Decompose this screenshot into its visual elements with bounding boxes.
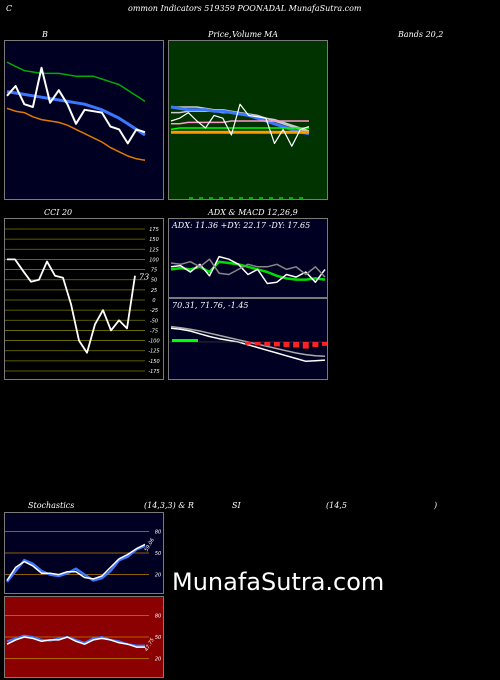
macd-hist-bar	[254, 342, 261, 346]
page-title: ommon Indicators 519359 POONADAL MunafaS…	[128, 4, 362, 13]
label-adx-macd: ADX & MACD 12,26,9	[208, 208, 298, 217]
volume-bar	[229, 197, 233, 199]
stochastics-panel: 80 50 20 59.06	[4, 512, 164, 594]
macd-hist-bar	[322, 342, 327, 346]
cci-tick-label: 150	[149, 237, 159, 243]
cci-tick-label: -175	[148, 369, 159, 375]
stochastics-k-line	[6, 544, 146, 583]
label-price: Price,	[208, 30, 232, 39]
label-bands: Bands 20,2	[398, 30, 444, 39]
price_ma-ma_pink-line	[171, 120, 309, 125]
label-cci: CCI 20	[44, 208, 73, 217]
price_ma-price-line	[170, 103, 310, 147]
volume-bar	[259, 197, 263, 199]
bollinger-panel	[4, 40, 164, 200]
header-c: C	[6, 4, 13, 13]
adx-minus_di-line	[170, 258, 326, 278]
watermark: MunafaSutra.com	[172, 568, 385, 596]
rsi-panel: 80 50 20 47.75	[4, 596, 164, 678]
macd-hist-bar	[264, 342, 271, 346]
volume-bar	[219, 197, 223, 199]
bollinger-middle-line	[6, 90, 146, 137]
volume-bar	[189, 197, 193, 199]
volume-bar	[289, 197, 293, 199]
price-ma-panel	[168, 40, 328, 200]
stochastics-tick-label: 50	[155, 551, 161, 557]
bollinger-lower-line	[6, 107, 146, 161]
cci-tick-label: -125	[148, 349, 159, 355]
volume-bar	[209, 197, 213, 199]
volume-bar	[239, 197, 243, 199]
cci-tick-label: 50	[151, 278, 157, 284]
rsi-tick-label: 20	[155, 657, 161, 663]
volume-bar	[199, 197, 203, 199]
macd-hist-bar	[312, 342, 319, 347]
cci-tick-label: -75	[150, 328, 158, 334]
adx-plus_di-line	[170, 255, 326, 285]
cci-tick-label: 0	[152, 298, 155, 304]
cci-tick-label: 125	[149, 247, 159, 253]
volume-bar	[299, 197, 303, 199]
label-b: B	[42, 30, 48, 39]
cci-tick-label: 75	[151, 268, 157, 274]
cci-tick-label: -100	[148, 339, 159, 345]
volume-bar	[249, 197, 253, 199]
cci-cci-line	[7, 258, 136, 354]
label-stochastics: Stochastics	[28, 501, 75, 510]
volume-bar	[279, 197, 283, 199]
cci-tick-label: -25	[150, 308, 158, 314]
macd-panel: 70.31, 71.76, -1.45	[168, 298, 328, 380]
rsi-tick-label: 80	[155, 613, 161, 619]
bollinger-price-line	[6, 66, 146, 145]
rsi-rsi2-line	[6, 636, 145, 648]
label-ma: MA	[264, 30, 278, 39]
volume-bar	[269, 197, 273, 199]
cci-value-label: 73	[139, 273, 149, 282]
cci-panel: 175 150 125 100 75 50 25 0 -25 -50 -75 -100 -125 -150…	[4, 218, 164, 380]
cci-tick-label: -50	[150, 318, 158, 324]
macd-hist-bar	[302, 342, 309, 349]
price_ma-ma_green-line	[170, 127, 309, 131]
macd-readout: 70.31, 71.76, -1.45	[172, 301, 249, 310]
rsi-value-label: 47.75	[144, 637, 156, 652]
adx-readout: ADX: 11.36 +DY: 22.17 -DY: 17.65	[172, 221, 311, 230]
cci-tick-label: 175	[149, 227, 159, 233]
label-rsi-params: (14,5	[326, 501, 347, 510]
macd-hist-bar	[245, 342, 251, 345]
bollinger-upper-line	[6, 61, 146, 103]
macd-hist-bar	[273, 342, 280, 347]
stochastics-d-line	[6, 543, 146, 581]
cci-tick-label: -150	[148, 359, 159, 365]
label-si: SI	[232, 501, 241, 510]
macd-hist-bar	[293, 342, 300, 348]
stochastics-tick-label: 80	[155, 529, 161, 535]
macd-hist-bar	[283, 342, 290, 347]
cci-tick-label: 100	[149, 257, 159, 263]
adx-panel: ADX: 11.36 +DY: 22.17 -DY: 17.65	[168, 218, 328, 298]
label-volume: Volume	[232, 30, 262, 39]
label-stoch-params: (14,3,3) & R	[144, 501, 194, 510]
macd-macd-line	[170, 327, 326, 363]
rsi-tick-label: 50	[155, 635, 161, 641]
cci-tick-label: 25	[151, 288, 157, 294]
rsi-rsi-line	[6, 634, 145, 647]
stochastics-tick-label: 20	[155, 573, 161, 579]
macd-green-bar	[172, 339, 198, 342]
label-rsi-close: )	[434, 501, 438, 510]
